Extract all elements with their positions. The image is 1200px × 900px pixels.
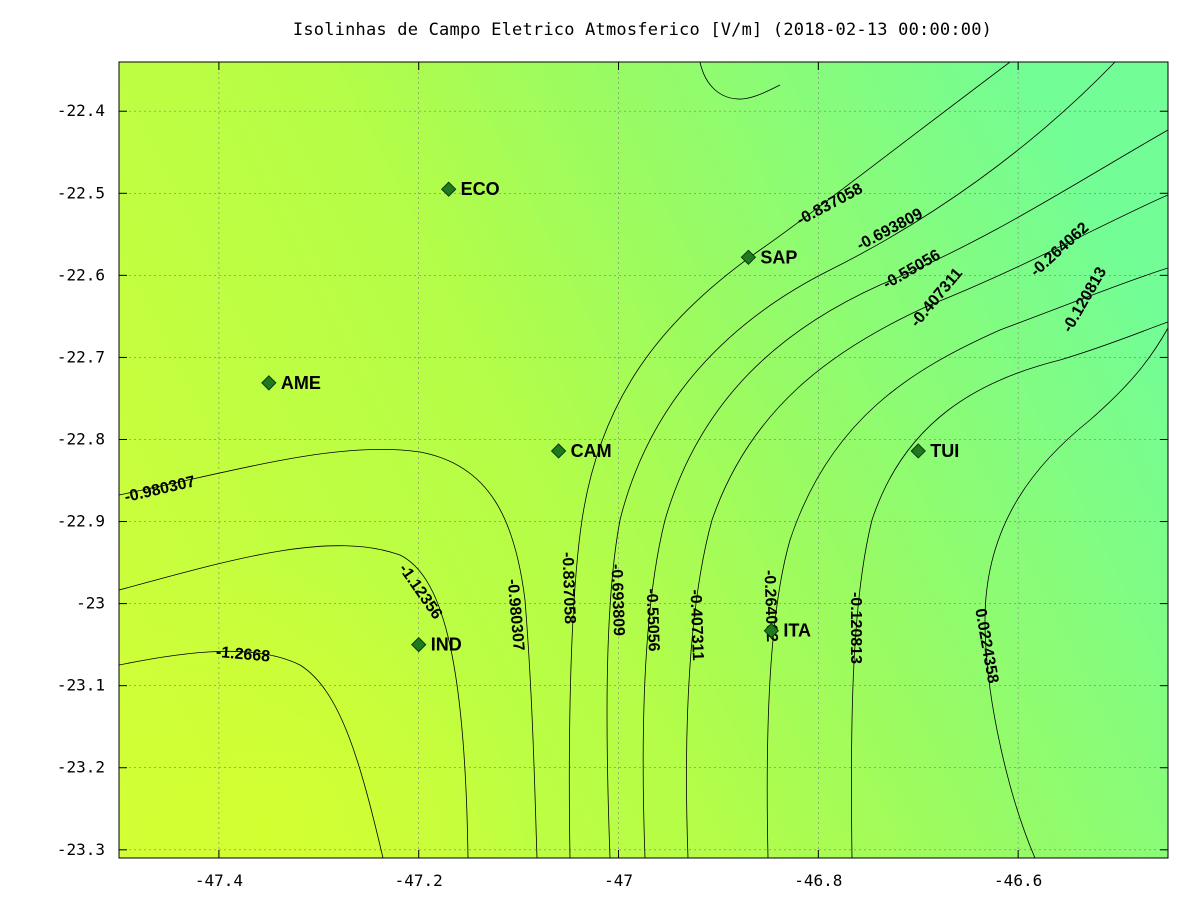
contour-label: -0.407311 xyxy=(687,589,706,661)
contour-label: -0.693809 xyxy=(608,564,628,637)
x-tick-label: -47.4 xyxy=(195,871,243,890)
y-tick-label: -23.2 xyxy=(57,758,105,777)
contour-line xyxy=(119,448,538,858)
station-marker xyxy=(763,622,780,639)
station-ita: ITA xyxy=(763,621,811,641)
station-marker xyxy=(411,636,427,653)
contour-line xyxy=(119,650,384,858)
chart-title: Isolinhas de Campo Eletrico Atmosferico … xyxy=(292,20,993,40)
y-tick-label: -23.3 xyxy=(57,840,105,859)
contour-line xyxy=(686,194,1168,858)
station-marker xyxy=(740,249,757,266)
contour-label: -0.837058 xyxy=(559,552,579,625)
station-label: TUI xyxy=(930,441,959,461)
contour-line xyxy=(642,129,1168,858)
y-tick-label: -23.1 xyxy=(57,676,105,695)
x-tick-label: -46.8 xyxy=(794,871,842,890)
station-marker xyxy=(261,375,277,391)
plot-area xyxy=(119,62,1168,858)
contour-line xyxy=(606,62,1116,858)
contour-label: -0.55056 xyxy=(643,588,662,652)
station-label: ITA xyxy=(783,621,811,641)
station-marker xyxy=(910,443,926,459)
station-ind: IND xyxy=(411,635,462,655)
x-tick-label: -47 xyxy=(604,871,633,890)
contour-line xyxy=(850,321,1168,858)
station-label: IND xyxy=(431,635,462,655)
plot-frame xyxy=(118,61,1169,859)
y-tick-label: -22.7 xyxy=(57,347,105,366)
station-sap: SAP xyxy=(740,247,797,267)
contour-line xyxy=(568,62,1011,858)
x-tick-label: -47.2 xyxy=(395,871,443,890)
station-marker xyxy=(440,181,457,197)
contour-line xyxy=(699,62,781,100)
y-tick-label: -22.4 xyxy=(57,101,105,120)
station-label: CAM xyxy=(571,441,612,461)
contour-label: -0.120813 xyxy=(847,592,864,664)
station-label: ECO xyxy=(461,179,500,199)
contour-line xyxy=(766,267,1168,858)
station-label: AME xyxy=(281,373,321,393)
y-tick-label: -22.6 xyxy=(57,265,105,284)
contour-lines xyxy=(119,62,1168,858)
contour-line xyxy=(119,545,469,858)
stations: ECO SAP AME CAM TUI IND ITA xyxy=(261,179,959,655)
y-tick-label: -23 xyxy=(76,594,105,613)
station-label: SAP xyxy=(760,247,797,267)
station-marker xyxy=(550,443,567,459)
station-eco: ECO xyxy=(440,179,500,199)
station-cam: CAM xyxy=(550,441,612,461)
y-tick-label: -22.9 xyxy=(57,512,105,531)
contour-label: -0.264062 xyxy=(761,570,781,643)
station-ame: AME xyxy=(261,373,321,393)
x-tick-label: -46.6 xyxy=(994,871,1042,890)
axis-ticks: -47.4 -47.2 -47 -46.8 -46.6 -22.4 -22.5 -22.6 -2… xyxy=(57,62,1168,890)
contour-line xyxy=(984,327,1168,858)
contour-label: -0.980307 xyxy=(504,578,527,651)
station-tui: TUI xyxy=(910,441,959,461)
y-tick-label: -22.5 xyxy=(57,183,105,202)
contour-label: -1.2668 xyxy=(215,644,271,666)
y-tick-label: -22.8 xyxy=(57,429,105,448)
